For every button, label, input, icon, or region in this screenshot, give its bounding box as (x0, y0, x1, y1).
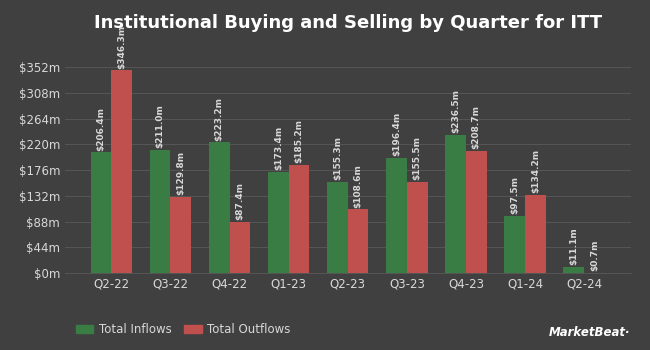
Text: $223.2m: $223.2m (214, 97, 224, 141)
Bar (229, 222, 250, 273)
Bar (327, 182, 348, 273)
Text: $0.7m: $0.7m (590, 239, 599, 271)
Text: $134.2m: $134.2m (531, 149, 540, 193)
Bar (268, 172, 289, 273)
Text: $129.8m: $129.8m (176, 151, 185, 195)
Text: $346.3m: $346.3m (117, 25, 126, 69)
Bar (386, 158, 407, 273)
Text: $185.2m: $185.2m (294, 119, 304, 163)
Text: $236.5m: $236.5m (451, 89, 460, 133)
Text: $211.0m: $211.0m (155, 104, 164, 148)
Text: $155.3m: $155.3m (333, 136, 342, 180)
Bar (111, 70, 132, 273)
Bar (170, 197, 191, 273)
Bar (91, 152, 111, 273)
Text: $208.7m: $208.7m (472, 105, 481, 149)
Bar (150, 149, 170, 273)
Bar (407, 182, 428, 273)
Bar (289, 165, 309, 273)
Bar (564, 266, 584, 273)
Text: $108.6m: $108.6m (354, 164, 363, 208)
Text: $173.4m: $173.4m (274, 126, 283, 170)
Text: $11.1m: $11.1m (569, 227, 578, 265)
Text: $155.5m: $155.5m (413, 136, 422, 180)
Text: $196.4m: $196.4m (392, 112, 401, 156)
Bar (209, 142, 229, 273)
Text: $87.4m: $87.4m (235, 182, 244, 220)
Legend: Total Inflows, Total Outflows: Total Inflows, Total Outflows (71, 318, 296, 341)
Bar (525, 195, 546, 273)
Bar (348, 210, 369, 273)
Bar (504, 216, 525, 273)
Text: $97.5m: $97.5m (510, 176, 519, 214)
Text: MarketBeat·: MarketBeat· (549, 327, 630, 340)
Text: $206.4m: $206.4m (97, 106, 105, 150)
Bar (445, 135, 466, 273)
Bar (466, 151, 487, 273)
Title: Institutional Buying and Selling by Quarter for ITT: Institutional Buying and Selling by Quar… (94, 14, 602, 32)
